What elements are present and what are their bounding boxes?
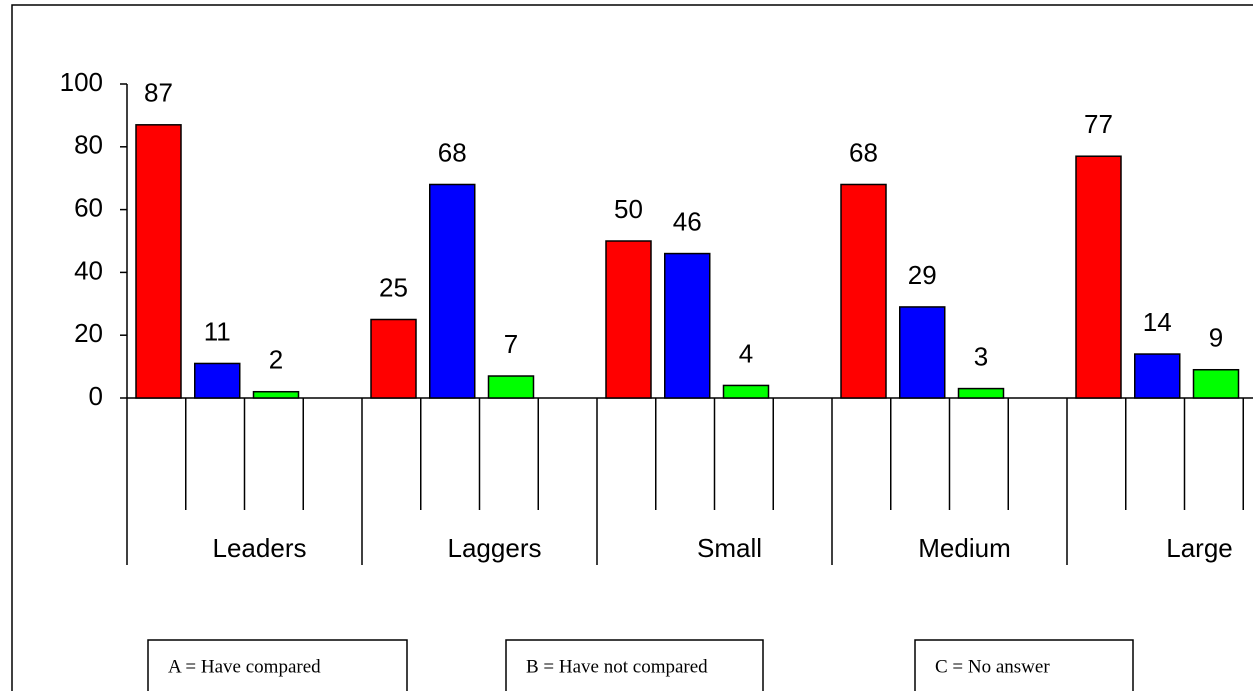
bar [664, 252, 711, 399]
bar [1075, 155, 1122, 399]
legend-label: C = No answer [935, 656, 1050, 677]
bar [899, 306, 946, 399]
y-tick-label: 80 [74, 130, 103, 160]
data-label: 50 [614, 194, 643, 224]
data-label: 2 [269, 345, 283, 375]
bar [194, 362, 241, 399]
bar [370, 318, 417, 399]
x-tick-label: Laggers [448, 533, 542, 563]
data-label: 68 [438, 137, 467, 167]
x-tick-label: Small [697, 533, 762, 563]
y-tick-label: 40 [74, 255, 103, 285]
legend-box [505, 639, 764, 691]
bar [135, 124, 182, 399]
data-label: 46 [673, 206, 702, 236]
data-label: 3 [974, 341, 988, 371]
data-label: 25 [379, 272, 408, 302]
data-label: 87 [144, 78, 173, 108]
y-tick-label: 0 [89, 381, 103, 411]
data-label: 9 [1209, 323, 1223, 353]
bar [487, 375, 535, 399]
legend-box [914, 639, 1134, 691]
legend-box [147, 639, 408, 691]
data-label: 14 [1143, 307, 1172, 337]
bar [1192, 368, 1240, 399]
bar [252, 390, 300, 399]
bar [605, 240, 652, 399]
bar [840, 183, 887, 399]
bar [429, 183, 476, 399]
data-label: 68 [849, 137, 878, 167]
legend-label: B = Have not compared [526, 656, 708, 677]
bar [722, 384, 770, 399]
y-tick-label: 60 [74, 192, 103, 222]
data-label: 77 [1084, 109, 1113, 139]
x-tick-label: Medium [918, 533, 1010, 563]
y-tick-label: 20 [74, 318, 103, 348]
bar [1134, 353, 1181, 399]
data-label: 29 [908, 260, 937, 290]
data-label: 11 [204, 316, 231, 346]
data-label: 4 [739, 338, 753, 368]
legend-label: A = Have compared [168, 656, 321, 677]
bar [957, 387, 1005, 399]
y-tick-label: 100 [60, 67, 103, 97]
data-label: 7 [504, 329, 518, 359]
x-tick-label: Large [1166, 533, 1233, 563]
x-tick-label: Leaders [213, 533, 307, 563]
